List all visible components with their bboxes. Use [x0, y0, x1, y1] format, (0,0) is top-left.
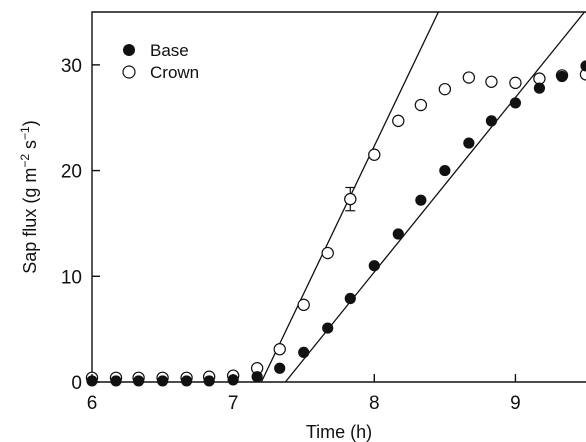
y-axis-label: Sap flux (g m−2 s−1): [18, 120, 40, 273]
legend: Base Crown: [122, 41, 199, 82]
legend-marker-base: [123, 44, 135, 56]
data-point-base: [556, 70, 568, 83]
data-point-crown: [368, 148, 381, 161]
fit-lines: [260, 12, 586, 382]
y-tick-label: 30: [61, 56, 82, 77]
data-point-base: [463, 137, 475, 149]
data-point-crown: [414, 98, 428, 112]
data-point-base: [298, 346, 310, 358]
data-point-base: [580, 60, 586, 72]
y-tick-label: 10: [61, 267, 82, 288]
data-point-base: [274, 362, 286, 374]
data-point-base: [180, 375, 193, 387]
data-point-base: [368, 260, 380, 272]
y-axis-label-exponent: −1: [18, 126, 32, 140]
data-point-base: [485, 115, 498, 127]
data-point-crown: [485, 75, 498, 88]
fit-line-base: [284, 12, 586, 382]
legend-marker-crown: [122, 65, 136, 79]
x-axis: 6 7 8 9: [87, 374, 521, 414]
y-tick-label: 20: [61, 162, 82, 183]
data-point-base: [132, 375, 145, 387]
data-point-crown: [273, 343, 286, 356]
data-point-base: [251, 371, 263, 383]
data-point-crown: [297, 298, 310, 312]
data-point-base: [203, 375, 215, 387]
y-axis: 0 10 20 30: [61, 56, 100, 394]
y-axis-label-exponent: −2: [18, 154, 32, 168]
plot-area-frame: [91, 11, 586, 383]
x-axis-label: Time (h): [306, 422, 372, 442]
data-point-crown: [344, 192, 357, 206]
data-point-crown: [462, 71, 476, 84]
data-point-base: [322, 322, 334, 334]
y-axis-label-part: ): [20, 120, 40, 126]
y-tick-label: 0: [71, 373, 82, 394]
data-point-base: [415, 194, 427, 206]
x-tick-label: 6: [87, 393, 98, 414]
data-point-crown: [321, 246, 334, 260]
data-point-base: [344, 292, 356, 305]
fit-line-crown: [260, 12, 440, 382]
data-markers: [85, 60, 586, 387]
legend-label-crown: Crown: [150, 63, 199, 82]
data-point-crown: [438, 82, 452, 96]
y-axis-label-part: s: [20, 140, 40, 154]
legend-label-base: Base: [150, 41, 189, 60]
x-tick-label: 7: [228, 393, 239, 414]
data-point-base: [392, 228, 404, 240]
data-point-crown: [509, 76, 522, 90]
x-tick-label: 8: [369, 393, 380, 414]
data-point-base: [509, 97, 522, 109]
data-point-base: [439, 164, 451, 177]
plot-frame: [91, 11, 586, 383]
y-axis-label-part: Sap flux (g m: [20, 168, 40, 274]
data-point-crown: [392, 114, 405, 128]
data-point-crown: [579, 68, 586, 81]
data-point-base: [156, 375, 169, 387]
x-tick-label: 9: [510, 393, 521, 414]
data-point-base: [533, 82, 546, 94]
data-point-base: [110, 375, 122, 387]
